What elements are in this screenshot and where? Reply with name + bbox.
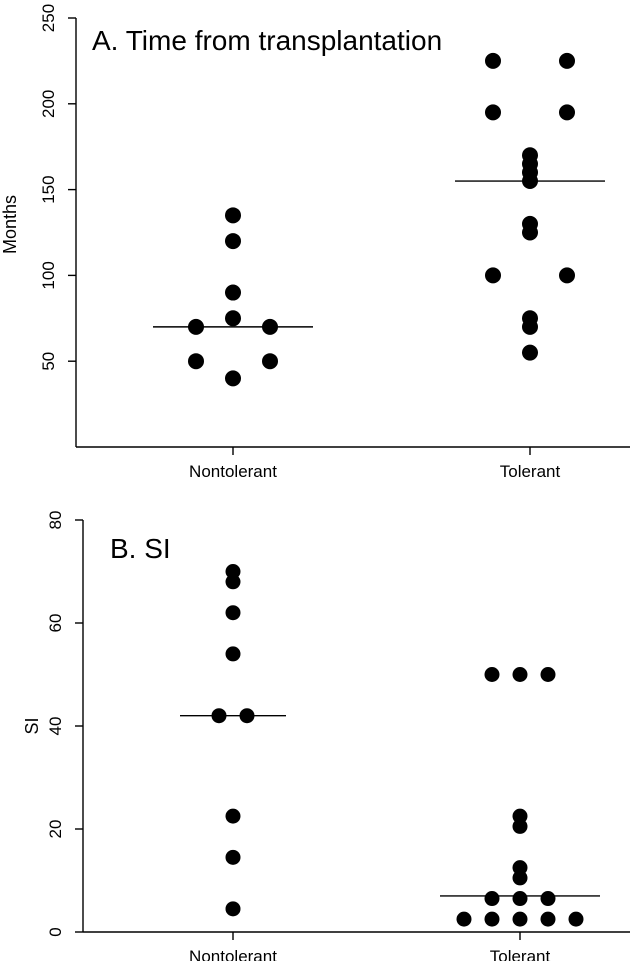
data-point — [512, 891, 528, 907]
data-point — [225, 646, 241, 662]
data-point — [225, 284, 241, 301]
data-point — [484, 667, 500, 682]
data-point — [512, 860, 528, 876]
y-tick-label: 40 — [46, 717, 65, 736]
x-tick-label: Nontolerant — [189, 947, 277, 961]
y-tick-label: 50 — [39, 352, 58, 371]
chart-panel-a: 50 100 150 200 250 Nontolerant Tolerant Months A… — [0, 4, 630, 481]
data-point — [225, 849, 241, 865]
y-tick-label: 60 — [46, 614, 65, 633]
data-point — [262, 353, 278, 370]
data-point — [522, 224, 538, 241]
data-point — [540, 911, 556, 927]
data-point — [225, 808, 241, 824]
data-point — [512, 818, 528, 834]
y-axis-label: Months — [0, 195, 20, 254]
data-point — [485, 104, 501, 121]
data-point — [512, 911, 528, 927]
data-point — [225, 370, 241, 387]
data-point — [225, 564, 241, 579]
chart-title: A. Time from transplantation — [92, 25, 442, 56]
data-point — [188, 353, 204, 370]
data-point — [559, 267, 575, 284]
x-tick-label: Nontolerant — [189, 462, 277, 481]
data-point — [485, 267, 501, 284]
y-tick-label: 80 — [46, 511, 65, 530]
x-tick-label: Tolerant — [490, 947, 551, 961]
data-point — [225, 233, 241, 250]
data-point — [559, 52, 575, 69]
y-tick-label: 200 — [39, 90, 58, 118]
y-axis-label: SI — [22, 717, 42, 734]
data-point — [484, 891, 500, 907]
y-tick-label: 100 — [39, 261, 58, 289]
data-point — [512, 870, 528, 886]
data-point — [522, 344, 538, 361]
y-tick-label: 0 — [46, 927, 65, 936]
data-point — [568, 911, 584, 927]
chart-panel-b: 0 20 40 60 80 Nontolerant Tolerant SI B. SI — [22, 511, 630, 961]
data-point — [225, 574, 241, 590]
data-point — [540, 667, 556, 682]
data-point — [225, 207, 241, 224]
data-point — [225, 605, 241, 621]
data-point — [522, 318, 538, 335]
y-tick-label: 20 — [46, 820, 65, 839]
data-point — [225, 901, 241, 917]
data-point — [559, 104, 575, 121]
x-tick-label: Tolerant — [500, 462, 561, 481]
y-tick-label: 150 — [39, 175, 58, 203]
data-point — [225, 310, 241, 327]
y-tick-label: 250 — [39, 4, 58, 32]
data-point — [512, 667, 528, 682]
data-point — [456, 911, 472, 927]
data-point — [540, 891, 556, 907]
data-point — [485, 52, 501, 69]
chart-title: B. SI — [110, 533, 171, 564]
data-point — [512, 808, 528, 824]
data-point — [484, 911, 500, 927]
